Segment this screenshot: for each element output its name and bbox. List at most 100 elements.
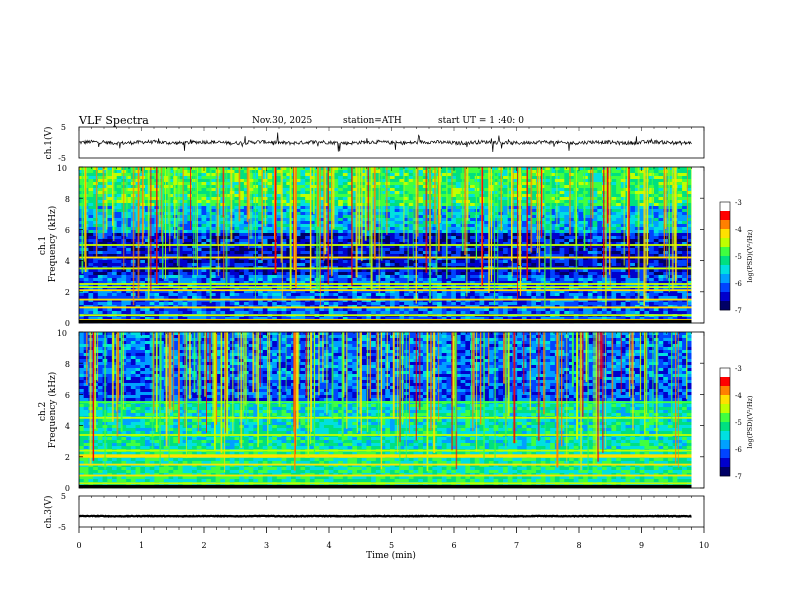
spectrogram-cell [192, 221, 198, 225]
spectrogram-cell [347, 167, 353, 171]
spectrogram-cell [111, 209, 118, 213]
spectrogram-cell [682, 200, 688, 204]
ch1-spectrogram-panel: 10 8 6 4 2 0 ch.1 Frequency (kHz) [38, 164, 705, 328]
spectrogram-cell [639, 179, 645, 183]
spectrogram-cell [399, 191, 405, 195]
spectrogram-cell [667, 257, 674, 261]
spectrogram-cell [578, 233, 584, 237]
spectrogram-cell [470, 254, 476, 258]
spectrogram-cell [550, 212, 556, 216]
spectrogram-cell [276, 269, 282, 273]
spectrogram-cell [371, 182, 377, 186]
spectrogram-cell [404, 215, 410, 219]
spectrogram-cell [300, 173, 306, 177]
spectrogram-cell [177, 239, 184, 243]
spectrogram-cell [111, 245, 118, 249]
spectrogram-cell [658, 191, 664, 195]
spectrogram-cell [324, 242, 330, 246]
spectrogram-cell [144, 254, 151, 258]
spectrogram-cell [187, 281, 193, 285]
spectrogram-cell [592, 251, 598, 255]
spectrogram-cell [220, 272, 226, 276]
spectrogram-cell [470, 212, 476, 216]
spectrogram-cell [592, 275, 598, 279]
spectrogram-cell [630, 191, 636, 195]
spectrogram-cell [441, 236, 447, 240]
spectrogram-cell [380, 185, 386, 189]
spectrogram-cell [177, 236, 184, 240]
spectrogram-cell [418, 248, 424, 252]
spectrogram-cell [404, 194, 410, 198]
spectrogram-cell [630, 233, 636, 237]
spectrogram-cell [663, 260, 669, 264]
spectrogram-cell [682, 176, 688, 180]
spectrogram-cell [206, 269, 212, 273]
spectrogram-cell [493, 269, 499, 273]
spectrogram-cell [512, 212, 518, 216]
spectrogram-cell [295, 248, 301, 252]
spectrogram-cell [540, 224, 546, 228]
spectrogram-cell [470, 218, 476, 222]
spectrogram-cell [206, 239, 212, 243]
spectrogram-cell [182, 188, 188, 192]
spectrogram-cell [451, 209, 457, 213]
spectrogram-cell [521, 185, 527, 189]
spectrogram-cell [526, 260, 532, 264]
spectrogram-cell [455, 275, 462, 279]
spectrogram-cell [616, 179, 622, 183]
spectrogram-cell [338, 272, 344, 276]
spectrogram-cell [422, 260, 429, 264]
spectrogram-cell [111, 185, 118, 189]
spectrogram-cell [531, 230, 537, 234]
spectrogram-cell [116, 194, 122, 198]
spectrogram-cell [173, 173, 179, 177]
spectrogram-cell [366, 218, 372, 222]
spectrogram-cell [526, 227, 532, 231]
spectrogram-cell [149, 209, 155, 213]
spectrogram-cell [493, 236, 499, 240]
spectrogram-cell [102, 170, 108, 174]
spectrogram-cell [512, 242, 518, 246]
spectrogram-cell [206, 251, 212, 255]
spectrogram-cell [187, 278, 193, 282]
spectrogram-cell [375, 173, 381, 177]
spectrogram-cell [554, 263, 560, 267]
spectrogram-cell [347, 200, 353, 204]
spectrogram-cell [526, 215, 532, 219]
spectrogram-cell [187, 191, 193, 195]
spectrogram-cell [375, 242, 381, 246]
spectrogram-cell [295, 263, 301, 267]
spectrogram-cell [267, 179, 273, 183]
spectrogram-cell [587, 275, 593, 279]
spectrogram-cell [597, 167, 603, 171]
spectrogram-cell [177, 224, 184, 228]
spectrogram-cell [592, 173, 598, 177]
spectrogram-cell [126, 275, 132, 279]
spectrogram-cell [371, 185, 377, 189]
spectrogram-cell [653, 173, 659, 177]
spectrogram-cell [347, 272, 353, 276]
spectrogram-cell [432, 272, 438, 276]
spectrogram-cell [234, 200, 240, 204]
spectrogram-cell [201, 176, 207, 180]
spectrogram-cell [375, 233, 381, 237]
spectrogram-cell [611, 176, 617, 180]
spectrogram-cell [408, 230, 414, 234]
spectrogram-cell [611, 200, 617, 204]
spectrogram-cell [83, 278, 89, 282]
spectrogram-cell [116, 203, 122, 207]
spectrogram-cell [578, 254, 584, 258]
spectrogram-cell [305, 245, 311, 249]
spectrogram-cell [418, 173, 424, 177]
spectrogram-cell [601, 209, 608, 213]
spectrogram-cell [455, 272, 462, 276]
spectrogram-cell [262, 272, 268, 276]
spectrogram-cell [192, 254, 198, 258]
spectrogram-cell [677, 167, 683, 171]
spectrogram-cell [441, 188, 447, 192]
spectrogram-cell [305, 251, 311, 255]
spectrogram-cell [545, 209, 551, 213]
spectrogram-cell [239, 197, 245, 201]
spectrogram-cell [102, 209, 108, 213]
spectrogram-cell [578, 245, 584, 249]
